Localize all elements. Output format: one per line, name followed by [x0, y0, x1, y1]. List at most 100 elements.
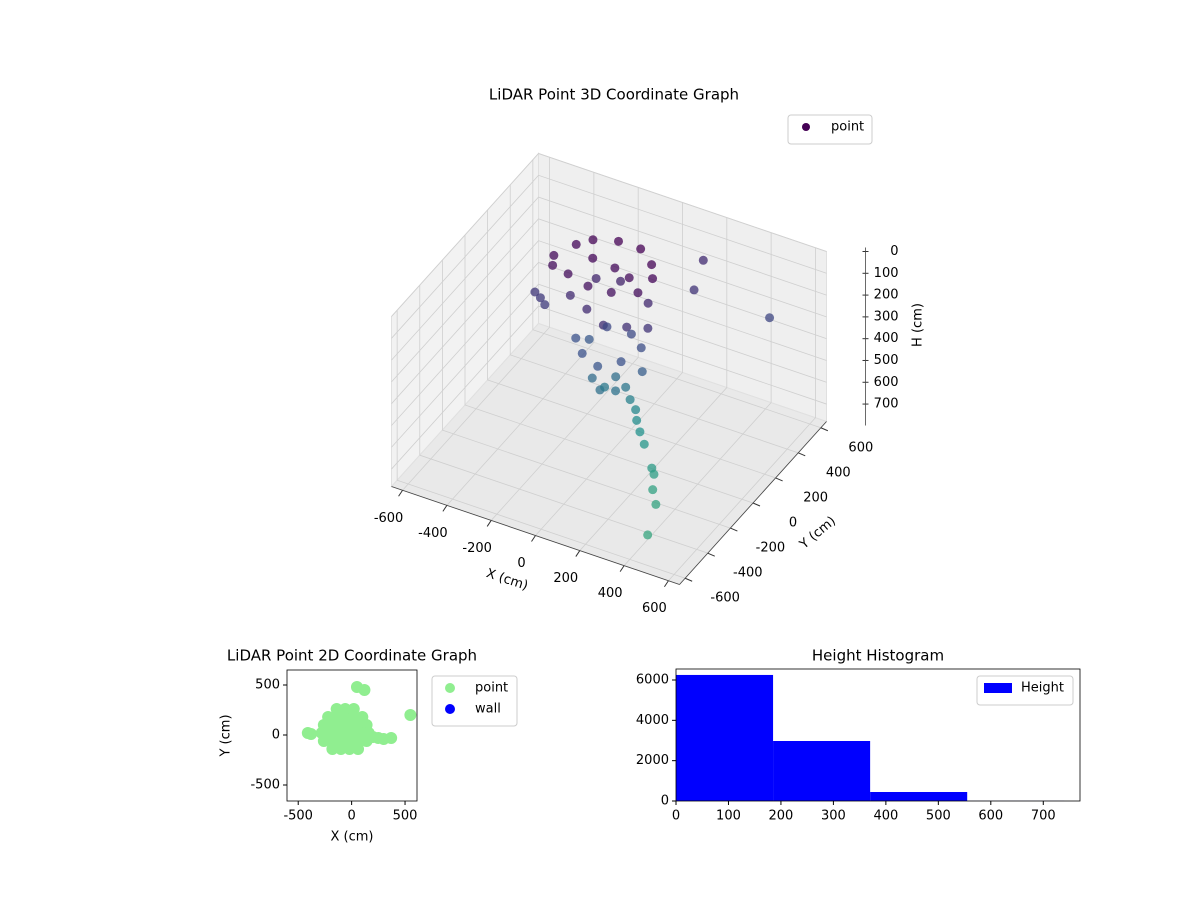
grid-line [391, 218, 827, 383]
x-tick-label: 700 [1031, 809, 1056, 824]
tick-mark [798, 452, 806, 457]
point [651, 499, 661, 509]
point [540, 300, 550, 310]
x-tick-label: 400 [873, 809, 898, 824]
point [639, 439, 649, 449]
tick-mark [531, 535, 536, 542]
point [587, 373, 597, 383]
grid-line [579, 217, 728, 551]
point [636, 343, 646, 353]
y-tick-label: -200 [756, 541, 786, 556]
y-tick-label: 400 [826, 465, 851, 480]
z-tick-label: 300 [874, 309, 899, 324]
grid-line [391, 283, 827, 448]
x-tick-label: 200 [769, 809, 794, 824]
point [643, 530, 653, 540]
bar [773, 741, 871, 801]
point [343, 743, 356, 755]
grid-line [532, 159, 821, 429]
point [616, 357, 626, 367]
tick-mark [486, 520, 492, 527]
legend-marker [445, 683, 455, 693]
y-tick-label: -600 [710, 591, 740, 606]
point [535, 293, 545, 303]
point [404, 709, 417, 721]
legend-label: Height [1021, 681, 1064, 696]
point [582, 304, 592, 314]
point [631, 405, 641, 415]
point [625, 395, 635, 405]
x-tick-label: 300 [821, 809, 846, 824]
point [358, 684, 371, 696]
point [385, 732, 398, 744]
point [366, 731, 379, 743]
point [571, 239, 581, 249]
grid-line [391, 196, 827, 361]
x-tick-label: -500 [283, 809, 313, 824]
point [577, 348, 587, 358]
grid-line [509, 184, 799, 454]
plot-frame [675, 668, 1081, 802]
point [305, 728, 318, 740]
bar [870, 792, 968, 801]
point [643, 323, 653, 333]
z-tick-label: 100 [874, 266, 899, 281]
point [621, 382, 631, 392]
point [549, 250, 559, 260]
x-tick-label: 100 [716, 809, 741, 824]
grid-line [419, 285, 708, 554]
tick-mark [752, 502, 761, 507]
legend-label: point [831, 120, 864, 135]
grid-line [487, 209, 776, 479]
y-tick-label: 2000 [636, 753, 669, 768]
point [583, 281, 593, 291]
x-tick-label: 400 [598, 586, 623, 601]
legend-marker [445, 704, 455, 714]
grid-line [668, 247, 816, 581]
y-tick-label: 0 [272, 728, 280, 743]
point [636, 244, 646, 254]
y-tick-label: 0 [789, 516, 797, 531]
point [606, 287, 616, 297]
point [624, 273, 634, 283]
legend-marker [802, 123, 810, 131]
chart-title: Height Histogram [812, 647, 944, 665]
point [602, 322, 612, 332]
x-tick-label: 500 [926, 809, 951, 824]
y-tick-label: 4000 [636, 713, 669, 728]
point [765, 313, 775, 323]
point [622, 322, 632, 332]
x-tick-label: 0 [517, 556, 525, 571]
axis-line [391, 486, 680, 585]
tick-mark [820, 427, 829, 432]
point [610, 263, 620, 273]
grid-line [535, 202, 683, 536]
x-tick-label: -400 [418, 526, 448, 541]
grid-line [490, 187, 639, 521]
point [611, 386, 621, 396]
grid-line [402, 157, 550, 491]
grid-line [391, 305, 827, 470]
grid-line [391, 240, 827, 404]
tick-mark [442, 505, 448, 512]
point [530, 287, 540, 297]
x-tick-label: 600 [642, 601, 667, 616]
tick-mark [684, 577, 693, 582]
y-tick-label: -400 [733, 566, 763, 581]
x-tick-label: 0 [347, 809, 355, 824]
tick-mark [730, 527, 738, 532]
point [649, 469, 659, 479]
point [588, 253, 598, 263]
grid-line [446, 172, 595, 506]
grid-line [464, 235, 754, 504]
point [591, 273, 601, 283]
x-tick-label: -600 [374, 511, 404, 526]
bar [676, 674, 774, 801]
x-tick-label: 500 [393, 809, 418, 824]
point [317, 735, 330, 747]
chart-title: LiDAR Point 3D Coordinate Graph [489, 86, 739, 104]
point [633, 288, 643, 298]
y-tick-label: 500 [255, 678, 280, 693]
chart-title: LiDAR Point 2D Coordinate Graph [227, 647, 477, 665]
tick-mark [619, 565, 625, 572]
